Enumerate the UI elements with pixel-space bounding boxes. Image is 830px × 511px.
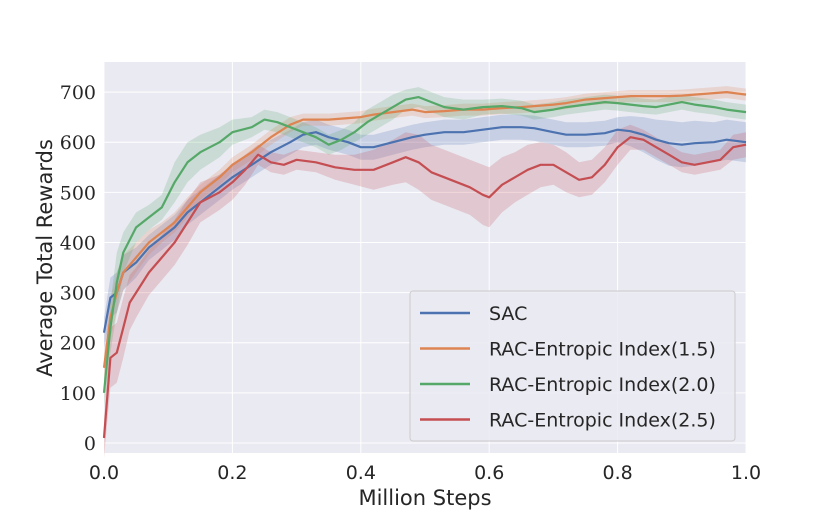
- x-tick-label: 0.2: [217, 462, 247, 484]
- x-axis-label: Million Steps: [358, 486, 491, 510]
- line-rac-entropic-index-2-0: [102, 95, 747, 393]
- legend-label: RAC-Entropic Index(2.5): [489, 410, 716, 432]
- y-tick-label: 200: [60, 333, 96, 355]
- line-sac: [102, 126, 747, 333]
- y-tick-label: 0: [84, 433, 96, 455]
- y-tick-label: 700: [60, 82, 96, 104]
- x-tick-label: 0.6: [474, 462, 504, 484]
- legend: SAC RAC-Entropic Index(1.5) RAC-Entropic I…: [409, 290, 736, 442]
- legend-label: RAC-Entropic Index(2.0): [489, 374, 716, 396]
- x-tick-label: 1.0: [731, 462, 761, 484]
- y-axis-ticks: 0 100 200 300 400 500 600 700: [60, 82, 96, 455]
- x-tick-label: 0.8: [602, 462, 632, 484]
- x-axis-ticks: 0.0 0.2 0.4 0.6 0.8 1.0: [89, 462, 761, 484]
- y-tick-label: 100: [60, 383, 96, 405]
- x-tick-label: 0.4: [346, 462, 376, 484]
- legend-frame: [409, 290, 736, 442]
- band-rac-entropic-index-2-5: [104, 124, 746, 458]
- legend-label: SAC: [489, 303, 527, 325]
- band-sac: [104, 114, 746, 348]
- y-tick-label: 500: [60, 182, 96, 204]
- legend-label: RAC-Entropic Index(1.5): [489, 339, 716, 361]
- y-tick-label: 400: [60, 232, 96, 254]
- line-rac-entropic-index-1-5: [102, 90, 747, 368]
- y-tick-label: 600: [60, 132, 96, 154]
- y-tick-label: 300: [60, 283, 96, 305]
- x-tick-label: 0.0: [89, 462, 119, 484]
- y-axis-label: Average Total Rewards: [33, 139, 57, 377]
- confidence-bands: [104, 86, 746, 458]
- series-lines: [102, 90, 747, 439]
- line-rac-entropic-index-2-5: [102, 136, 747, 439]
